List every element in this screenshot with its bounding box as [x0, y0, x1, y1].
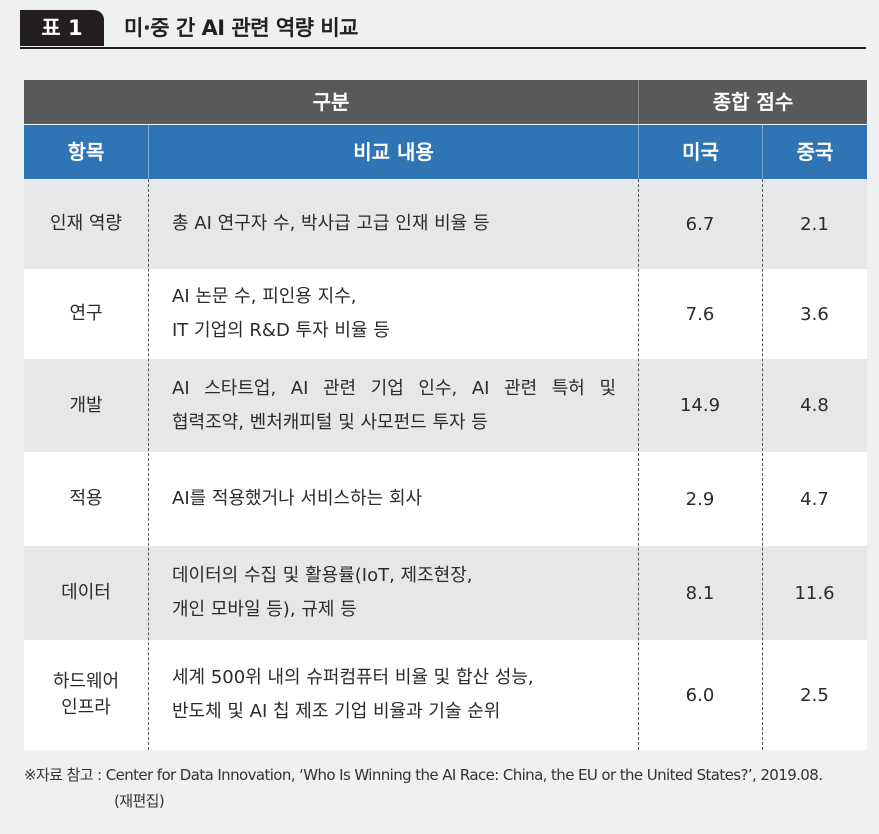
row-description-line: AI를 적용했거나 서비스하는 회사 — [172, 488, 423, 509]
table-title: 표 1 미·중 간 AI 관련 역량 비교 — [20, 10, 866, 49]
row-item-line: 데이터 — [61, 582, 111, 603]
header-item: 항목 — [67, 140, 105, 164]
row-description-line: 반도체 및 AI 칩 제조 기업 비율과 기술 순위 — [172, 701, 501, 722]
table-row: 인재 역량 총 AI 연구자 수, 박사급 고급 인재 비율 등 6.7 2.1 — [24, 179, 867, 269]
row-china-score: 4.7 — [800, 488, 829, 510]
row-description: AI 논문 수, 피인용 지수, IT 기업의 R&D 투자 비율 등 — [172, 269, 616, 359]
source-note-line: ※자료 참고 : Center for Data Innovation, ‘Wh… — [24, 766, 823, 784]
header-group-row: 구분 종합 점수 — [24, 80, 867, 124]
header-group-score: 종합 점수 — [712, 90, 794, 114]
table-number-tag: 표 1 — [20, 10, 104, 46]
row-item-text: 개발 — [69, 393, 102, 419]
row-item-line: 인프라 — [61, 697, 111, 718]
row-description-line: 총 AI 연구자 수, 박사급 고급 인재 비율 등 — [172, 213, 490, 234]
header-divider — [638, 80, 639, 124]
row-description: 총 AI 연구자 수, 박사급 고급 인재 비율 등 — [172, 179, 616, 269]
row-usa-score: 14.9 — [679, 395, 721, 416]
row-description-line: 협력조약, 벤처캐피털 및 사모펀드 투자 등 — [172, 411, 488, 433]
row-china-score: 2.1 — [800, 213, 829, 235]
row-description: AI를 적용했거나 서비스하는 회사 — [172, 452, 616, 546]
header-usa: 미국 — [682, 140, 719, 164]
row-item-text: 데이터 — [61, 580, 111, 606]
row-usa-score: 6.7 — [685, 213, 715, 235]
row-china-score: 2.5 — [800, 684, 829, 706]
row-description-line: 개인 모바일 등), 규제 등 — [172, 599, 357, 620]
row-item-line: 하드웨어 — [52, 671, 120, 692]
row-description: 데이터의 수집 및 활용률(IoT, 제조현장, 개인 모바일 등), 규제 등 — [172, 546, 616, 640]
row-description: 세계 500위 내의 슈퍼컴퓨터 비율 및 합산 성능, 반도체 및 AI 칩 제… — [172, 640, 616, 750]
title-underline — [20, 47, 866, 49]
column-divider — [638, 179, 639, 750]
row-usa-score: 7.6 — [685, 303, 715, 325]
row-description-line: 세계 500위 내의 슈퍼컴퓨터 비율 및 합산 성능, — [172, 667, 534, 688]
row-usa-score: 6.0 — [685, 684, 715, 706]
row-item: 데이터 — [24, 546, 148, 640]
column-divider — [762, 179, 763, 750]
row-china-score: 11.6 — [794, 582, 835, 604]
row-item: 인재 역량 — [24, 179, 148, 269]
header-divider — [638, 125, 639, 179]
header-column-row: 항목 비교 내용 미국 중국 — [24, 125, 867, 179]
row-item-line: 개발 — [69, 394, 103, 416]
row-item-text: 연구 — [69, 301, 102, 327]
header-description: 비교 내용 — [353, 140, 434, 164]
row-china-score: 4.8 — [800, 395, 829, 416]
table-row: 데이터 데이터의 수집 및 활용률(IoT, 제조현장, 개인 모바일 등), 규제… — [24, 546, 867, 640]
source-note: ※자료 참고 : Center for Data Innovation, ‘Wh… — [24, 762, 869, 814]
row-description-line: AI 스타트업, AI 관련 기업 인수, AI 관련 특허 및 — [172, 377, 616, 399]
column-divider — [148, 179, 149, 750]
row-china-score: 3.6 — [800, 303, 829, 325]
row-description-line: AI 논문 수, 피인용 지수, — [172, 286, 357, 307]
row-item-line: 적용 — [69, 488, 103, 509]
source-note-line: (재편집) — [114, 792, 165, 810]
header-divider — [762, 125, 763, 179]
row-item-text: 인재 역량 — [50, 211, 122, 237]
table-row: 적용 AI를 적용했거나 서비스하는 회사 2.9 4.7 — [24, 452, 867, 546]
row-description-line: 데이터의 수집 및 활용률(IoT, 제조현장, — [172, 565, 473, 586]
row-usa-score: 2.9 — [685, 488, 715, 510]
header-china: 중국 — [796, 140, 834, 164]
row-item: 연구 — [24, 269, 148, 359]
row-description-line: IT 기업의 R&D 투자 비율 등 — [172, 320, 390, 341]
row-item-line: 인재 역량 — [50, 213, 122, 234]
comparison-table: 구분 종합 점수 항목 비교 내용 미국 중국 인재 역량 총 AI 연구자 수,… — [24, 80, 867, 750]
row-item-line: 연구 — [69, 303, 103, 324]
header-group-category: 구분 — [312, 90, 350, 114]
header-divider — [148, 125, 149, 179]
row-item: 적용 — [24, 452, 148, 546]
row-item-text: 적용 — [69, 486, 102, 512]
row-item: 개발 — [24, 359, 148, 452]
table-row: 연구 AI 논문 수, 피인용 지수, IT 기업의 R&D 투자 비율 등 7.6 3… — [24, 269, 867, 359]
row-usa-score: 8.1 — [685, 582, 715, 604]
table-title-text: 미·중 간 AI 관련 역량 비교 — [124, 16, 358, 40]
